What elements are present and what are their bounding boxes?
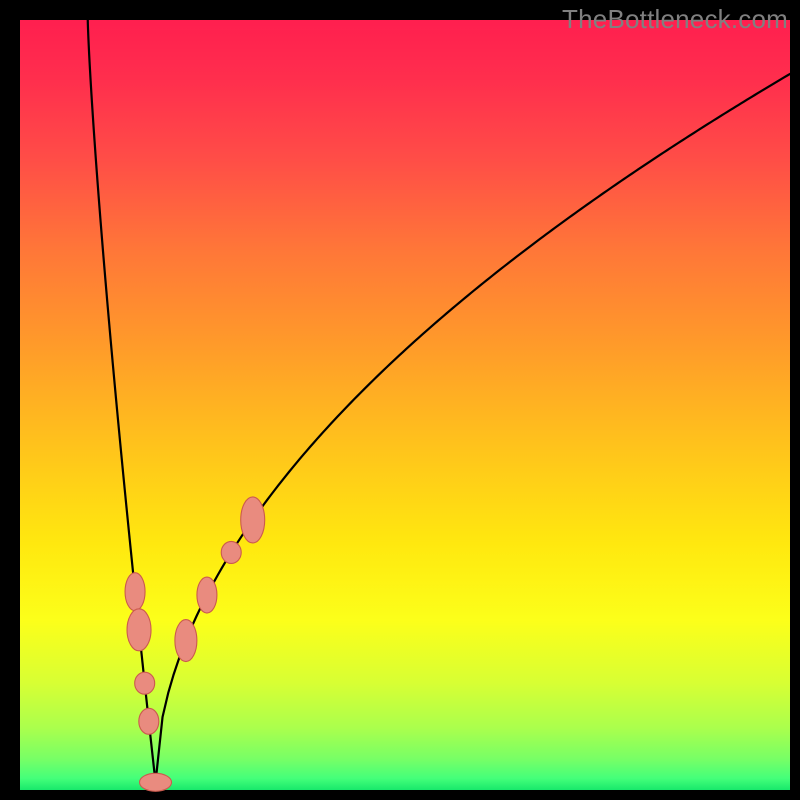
marker-right-1 [197,577,217,613]
marker-apex [140,773,172,791]
marker-right-2 [221,541,241,563]
marker-left-0 [125,573,145,611]
plot-area [20,20,790,790]
marker-left-2 [135,672,155,694]
chart-svg [20,20,790,790]
bottleneck-curve [88,20,790,782]
marker-left-3 [139,708,159,734]
marker-left-1 [127,609,151,651]
marker-right-3 [241,497,265,543]
marker-right-0 [175,620,197,662]
watermark-text: TheBottleneck.com [562,4,788,35]
outer-frame: TheBottleneck.com [0,0,800,800]
